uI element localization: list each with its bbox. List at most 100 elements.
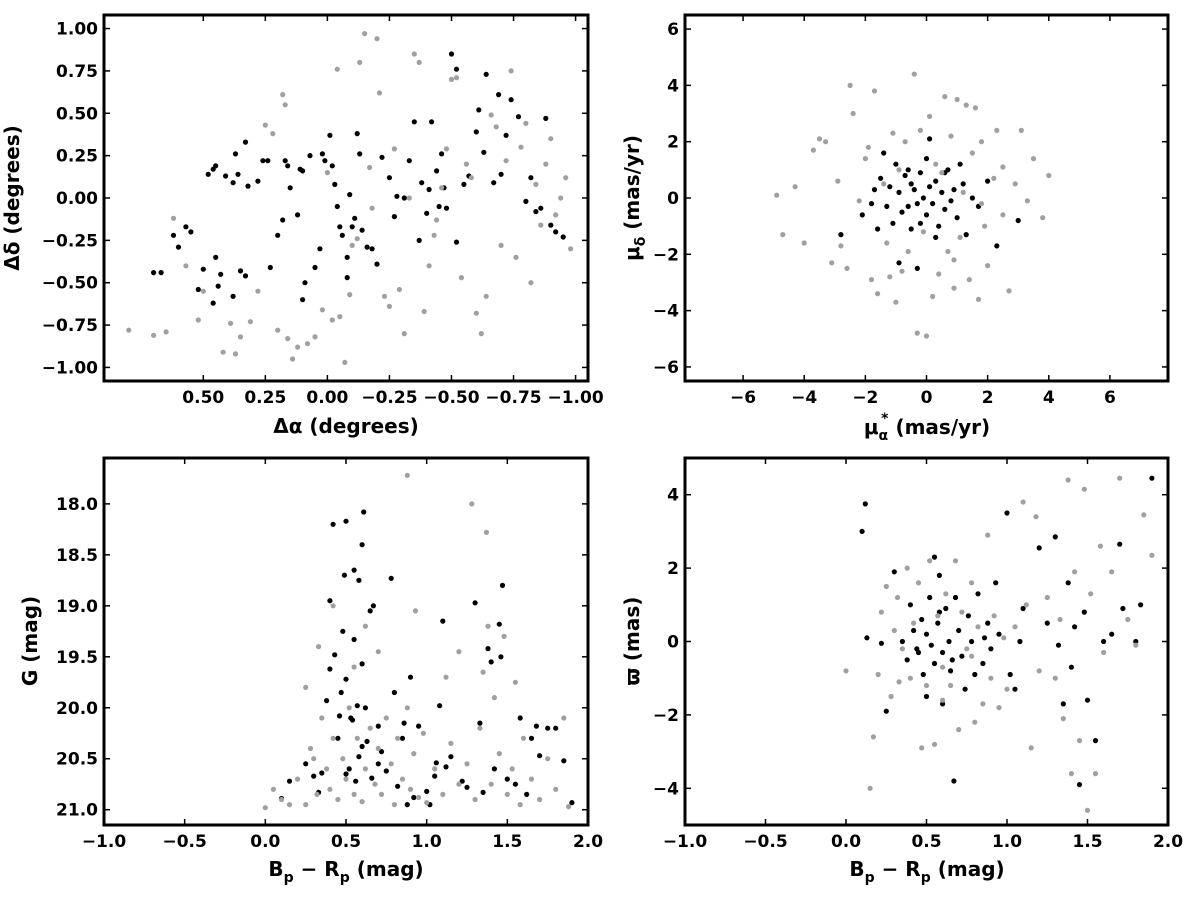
parallax-colour-point-member <box>1017 638 1023 645</box>
proper-motion-point-member <box>875 226 881 232</box>
sky-position-x-tick-label: −0.75 <box>485 388 541 408</box>
proper-motion-point-field <box>951 285 957 291</box>
proper-motion-point-member <box>881 150 887 156</box>
sky-position-point-member <box>260 158 266 164</box>
colour-magnitude-x-tick-label: 0.0 <box>250 832 280 852</box>
parallax-colour-point-field <box>896 679 902 685</box>
sky-position-y-tick-label: −0.25 <box>42 231 98 251</box>
proper-motion-point-field <box>982 223 988 229</box>
colour-magnitude-point-field <box>456 781 462 787</box>
colour-magnitude-point-member <box>411 794 417 801</box>
parallax-colour-point-member <box>1036 545 1042 551</box>
panel-sky-position: 0.50 0.25 0.00 −0.25 −0.50 −0.75 −1.00 1.00 0.75… <box>0 13 604 438</box>
proper-motion-point-member <box>939 189 945 195</box>
parallax-colour-point-field <box>878 609 885 615</box>
colour-magnitude-point-field <box>319 715 325 721</box>
parallax-colour-point-member <box>1092 738 1099 744</box>
sky-position-point-member <box>255 178 261 184</box>
sky-position-point-field <box>262 122 268 128</box>
proper-motion-point-member <box>927 136 933 142</box>
colour-magnitude-point-member <box>472 600 478 606</box>
sky-position-x-tick-label: −0.50 <box>423 388 479 408</box>
colour-magnitude-point-member <box>545 725 551 731</box>
sky-position-point-member <box>307 153 313 159</box>
sky-position-point-member <box>394 193 400 199</box>
colour-magnitude-point-member <box>361 509 367 515</box>
colour-magnitude-point-field <box>311 756 317 762</box>
sky-position-point-member <box>528 175 534 181</box>
colour-magnitude-point-field <box>324 766 330 772</box>
sky-position-point-member <box>419 180 425 186</box>
colour-magnitude-point-member <box>375 723 381 729</box>
parallax-colour-point-field <box>1141 512 1147 518</box>
sky-position-point-field <box>508 68 514 74</box>
proper-motion-point-field <box>865 144 872 150</box>
sky-position-point-field <box>295 344 301 350</box>
proper-motion-x-tick-label: −4 <box>791 388 817 408</box>
sky-position-point-field <box>493 124 499 130</box>
colour-magnitude-y-tick-label: 20.0 <box>56 699 98 719</box>
proper-motion-point-field <box>948 133 954 139</box>
sky-position-point-member <box>436 203 442 210</box>
sky-position-y-tick-label: −0.50 <box>42 274 98 294</box>
parallax-colour-point-member <box>1065 580 1071 586</box>
proper-motion-point-member <box>957 161 963 167</box>
parallax-colour-point-member <box>1084 697 1091 703</box>
proper-motion-x-tick-label: 2 <box>982 388 994 408</box>
colour-magnitude-point-member <box>369 775 375 781</box>
proper-motion-point-field <box>945 248 951 255</box>
sky-position-point-field <box>183 263 189 269</box>
sky-position-point-member <box>319 151 325 157</box>
sky-position-point-field <box>396 286 402 293</box>
parallax-colour-y-tick-label: −2 <box>653 706 679 726</box>
proper-motion-point-member <box>936 223 942 229</box>
proper-motion-point-field <box>975 296 982 302</box>
parallax-colour-point-field <box>1149 552 1155 558</box>
colour-magnitude-point-field <box>509 766 515 772</box>
colour-magnitude-point-member <box>477 720 483 726</box>
sky-position-point-member <box>230 180 236 186</box>
parallax-colour-y-tick-label: 2 <box>667 559 679 579</box>
colour-magnitude-point-member <box>319 770 325 776</box>
colour-magnitude-point-field <box>424 800 430 806</box>
sky-position-point-field <box>518 144 524 150</box>
proper-motion-point-member <box>914 265 920 271</box>
colour-magnitude-point-member <box>416 723 422 729</box>
proper-motion-point-field <box>917 127 924 133</box>
parallax-colour-point-member <box>1068 664 1074 670</box>
sky-position-point-field <box>416 59 422 65</box>
proper-motion-point-field <box>930 293 936 300</box>
proper-motion-frame <box>683 13 1170 383</box>
proper-motion-point-member <box>920 195 927 201</box>
colour-magnitude-point-field <box>488 781 494 787</box>
colour-magnitude-point-field <box>262 805 268 811</box>
colour-magnitude-point-field <box>411 751 417 757</box>
sky-position-point-member <box>337 224 343 230</box>
proper-motion-point-field <box>960 189 966 195</box>
proper-motion-point-member <box>868 201 875 207</box>
sky-position-point-field <box>498 242 504 248</box>
colour-magnitude-point-member <box>459 778 465 784</box>
sky-position-point-field <box>473 310 479 316</box>
proper-motion-point-field <box>963 102 969 108</box>
parallax-colour-point-member <box>940 649 946 656</box>
parallax-colour-point-member <box>940 701 946 707</box>
proper-motion-point-field <box>862 156 869 162</box>
sky-position-point-field <box>342 359 348 365</box>
colour-magnitude-point-member <box>356 754 362 760</box>
colour-magnitude-point-member <box>524 791 530 798</box>
sky-position-point-field <box>488 112 494 118</box>
proper-motion-x-tick-label: 6 <box>1104 388 1116 408</box>
colour-magnitude-point-member <box>343 771 349 777</box>
parallax-colour-point-member <box>952 594 959 601</box>
sky-position-point-field <box>568 246 574 252</box>
proper-motion-point-member <box>917 220 924 226</box>
proper-motion-point-member <box>923 156 930 162</box>
proper-motion-x-tick-label: 4 <box>1043 388 1055 408</box>
parallax-colour-point-member <box>993 580 999 586</box>
parallax-colour-y-tick-label: −4 <box>653 779 679 799</box>
colour-magnitude-point-member <box>432 773 438 779</box>
proper-motion-point-field <box>985 263 991 269</box>
parallax-colour-point-field <box>1028 745 1034 751</box>
parallax-colour-point-field <box>1081 486 1087 492</box>
